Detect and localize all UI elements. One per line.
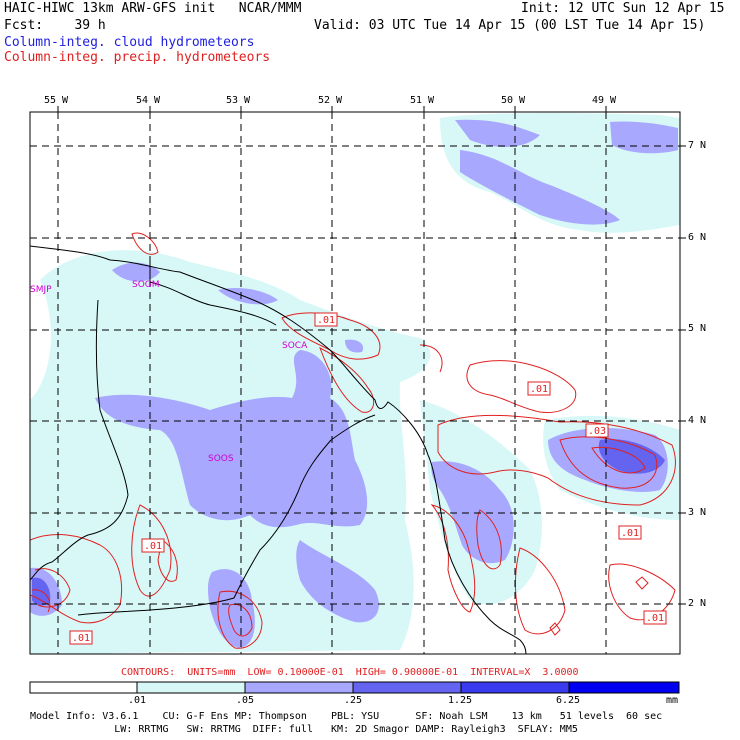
field-precip-label: Column-integ. precip. hydrometeors xyxy=(4,50,271,65)
init-time: Init: 12 UTC Sun 12 Apr 15 xyxy=(521,1,725,16)
lon-label: 52 W xyxy=(318,95,343,106)
contour-label: .01 xyxy=(317,315,335,326)
lat-label: 4 N xyxy=(688,415,707,426)
colorbar-tick: .01 xyxy=(128,695,147,706)
model-info-line1: Model Info: V3.6.1 CU: G-F Ens MP: Thomp… xyxy=(30,711,663,722)
lat-label: 3 N xyxy=(688,507,707,518)
colorbar xyxy=(29,681,680,694)
lon-label: 49 W xyxy=(592,95,617,106)
contour-label-boxes xyxy=(69,312,667,645)
lon-label: 55 W xyxy=(44,95,69,106)
colorbar-tick: .25 xyxy=(344,695,363,706)
coastline xyxy=(30,245,527,654)
contour-label: .01 xyxy=(144,541,162,552)
lon-label: 54 W xyxy=(136,95,161,106)
contour-label: .03 xyxy=(588,426,606,437)
axis-ticks xyxy=(57,106,686,605)
colorbar-tick: 6.25 xyxy=(556,695,581,706)
map-frame xyxy=(29,111,681,655)
contour-label: .01 xyxy=(72,633,90,644)
lon-label: 51 W xyxy=(410,95,435,106)
cloud-shading-medium xyxy=(30,119,678,648)
contour-label: .01 xyxy=(621,528,639,539)
field-cloud-label: Column-integ. cloud hydrometeors xyxy=(4,35,255,50)
lat-label: 5 N xyxy=(688,323,707,334)
model-info-line2: LW: RRTMG SW: RRTMG DIFF: full KM: 2D Sm… xyxy=(30,724,578,735)
plot-title: HAIC-HIWC 13km ARW-GFS init NCAR/MMM xyxy=(4,1,302,16)
station-label: SOGM xyxy=(132,280,160,290)
colorbar-tick: .05 xyxy=(236,695,255,706)
colorbar-tick: 1.25 xyxy=(448,695,473,706)
contour-label: .01 xyxy=(646,613,664,624)
station-label: SOOS xyxy=(208,454,234,464)
graticule xyxy=(30,112,680,654)
valid-time: Valid: 03 UTC Tue 14 Apr 15 (00 LST Tue … xyxy=(314,18,706,33)
lon-label: 53 W xyxy=(226,95,251,106)
lat-label: 2 N xyxy=(688,598,707,609)
contour-label: .01 xyxy=(530,384,548,395)
station-label: SMJP xyxy=(30,285,52,295)
lat-label: 7 N xyxy=(688,140,707,151)
lat-label: 6 N xyxy=(688,232,707,243)
lon-label: 50 W xyxy=(501,95,526,106)
contours-info: CONTOURS: UNITS=mm LOW= 0.10000E-01 HIGH… xyxy=(121,667,579,678)
forecast-hour: Fcst: 39 h xyxy=(4,18,106,33)
station-label: SOCA xyxy=(282,341,308,351)
colorbar-unit: mm xyxy=(666,695,679,706)
